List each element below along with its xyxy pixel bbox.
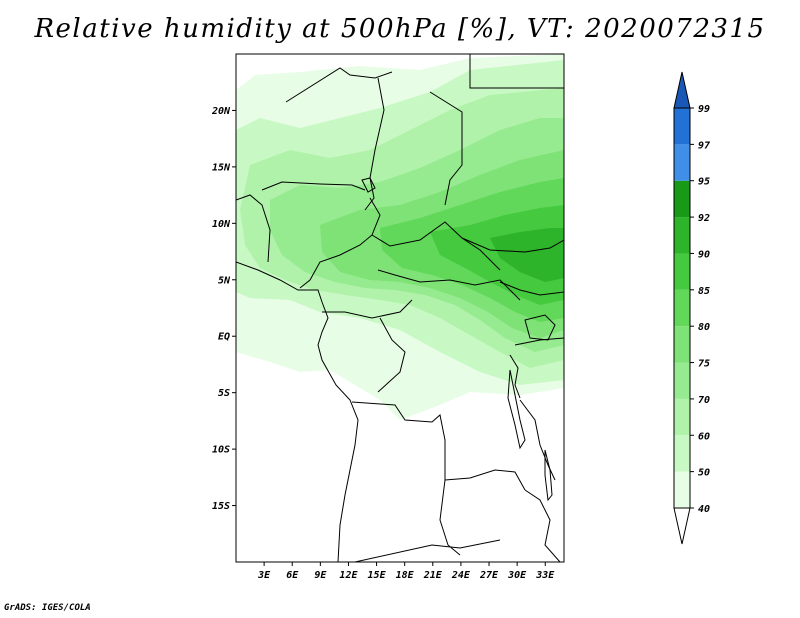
lat-tick-label: 10S bbox=[212, 445, 230, 456]
colorbar-swatch bbox=[674, 144, 690, 181]
border-libya-chad bbox=[364, 77, 385, 211]
lon-tick-label: 30E bbox=[507, 570, 527, 581]
border-congo-drc bbox=[377, 317, 406, 393]
lon-tick-label: 12E bbox=[339, 570, 358, 581]
colorbar-outline bbox=[673, 107, 691, 509]
coastline-west-africa bbox=[236, 261, 359, 562]
colorbar-label: 60 bbox=[698, 431, 710, 442]
lat-tick-label: 10N bbox=[212, 219, 231, 230]
border-rwanda-burundi bbox=[509, 354, 521, 399]
border-south-sudan-uganda bbox=[499, 281, 564, 296]
border-drc-zambia bbox=[444, 469, 526, 491]
colorbar-swatch bbox=[674, 471, 690, 508]
colorbar-swatch bbox=[674, 108, 690, 145]
colorbar-swatch bbox=[674, 289, 690, 327]
border-niger-algeria bbox=[285, 67, 393, 103]
border-nigeria-cameroon bbox=[299, 197, 381, 289]
map-frame bbox=[235, 53, 565, 563]
lake-victoria-shore bbox=[524, 314, 556, 341]
lon-tick-label: 33E bbox=[535, 570, 555, 581]
map-title: Relative humidity at 500hPa [%], VT: 202… bbox=[34, 14, 766, 44]
lon-tick-label: 9E bbox=[314, 570, 327, 581]
grads-credit: GrADS: IGES/COLA bbox=[4, 603, 91, 613]
border-car-drc bbox=[377, 269, 521, 301]
lake-malawi-shore bbox=[544, 449, 553, 502]
colorbar-label: 85 bbox=[698, 286, 710, 297]
latitude-axis: 20N 15N 10N 5N EQ 5S 10S 15S bbox=[211, 106, 236, 512]
lat-tick-label: EQ bbox=[218, 332, 230, 343]
lake-tanganyika-shore bbox=[507, 369, 526, 450]
lon-tick-label: 3E bbox=[257, 570, 271, 581]
country-borders bbox=[236, 54, 564, 562]
colorbar-swatch bbox=[674, 435, 690, 472]
lon-tick-label: 27E bbox=[479, 570, 499, 581]
colorbar-label: 92 bbox=[698, 213, 710, 224]
colorbar-under-arrow bbox=[673, 507, 691, 545]
lat-tick-label: 15S bbox=[212, 501, 230, 512]
border-egypt-sudan bbox=[469, 54, 564, 89]
border-cameroon-congo bbox=[322, 299, 413, 319]
border-west-africa bbox=[236, 194, 271, 263]
colorbar-label: 70 bbox=[698, 395, 710, 406]
lat-tick-label: 5N bbox=[218, 275, 231, 286]
border-niger-nigeria bbox=[261, 181, 366, 191]
lat-tick-label: 5S bbox=[218, 388, 230, 399]
border-mozambique bbox=[524, 489, 561, 562]
colorbar-label: 50 bbox=[698, 468, 710, 479]
colorbar-label: 75 bbox=[698, 359, 710, 370]
colorbar-label: 99 bbox=[698, 104, 710, 115]
colorbar-label: 40 bbox=[698, 504, 710, 515]
humidity-field bbox=[236, 54, 564, 420]
colorbar: 40 50 60 70 75 80 85 90 92 95 97 99 bbox=[673, 71, 710, 545]
border-uganda-tanzania bbox=[514, 337, 564, 346]
lat-tick-label: 15N bbox=[212, 162, 231, 173]
colorbar-swatch bbox=[674, 326, 690, 363]
colorbar-label: 90 bbox=[698, 249, 710, 260]
colorbar-swatch bbox=[674, 180, 690, 218]
border-drc-angola bbox=[351, 401, 461, 556]
lat-tick-label: 20N bbox=[211, 106, 231, 117]
colorbar-swatch bbox=[674, 398, 690, 436]
lon-tick-label: 18E bbox=[396, 570, 415, 581]
lon-tick-label: 21E bbox=[423, 570, 443, 581]
border-namibia-botswana bbox=[354, 539, 501, 562]
colorbar-label: 80 bbox=[698, 322, 710, 333]
colorbar-swatch bbox=[674, 362, 690, 399]
lake-chad-shore bbox=[361, 177, 376, 193]
humidity-region-85 bbox=[430, 205, 564, 305]
humidity-region-90 bbox=[490, 228, 564, 282]
border-chad-car bbox=[371, 221, 501, 271]
colorbar-swatch bbox=[674, 217, 690, 254]
lon-tick-label: 24E bbox=[451, 570, 471, 581]
border-sudan-south-sudan bbox=[461, 237, 564, 253]
colorbar-label: 95 bbox=[698, 177, 710, 188]
lon-tick-label: 15E bbox=[368, 570, 387, 581]
colorbar-label: 97 bbox=[698, 140, 710, 151]
border-libya-sudan bbox=[429, 91, 463, 206]
colorbar-over-arrow bbox=[673, 71, 691, 109]
colorbar-swatch bbox=[674, 253, 690, 290]
lon-tick-label: 6E bbox=[286, 570, 299, 581]
longitude-axis: 3E 6E 9E 12E 15E 18E 21E 24E 27E 30E 33E bbox=[257, 562, 555, 581]
